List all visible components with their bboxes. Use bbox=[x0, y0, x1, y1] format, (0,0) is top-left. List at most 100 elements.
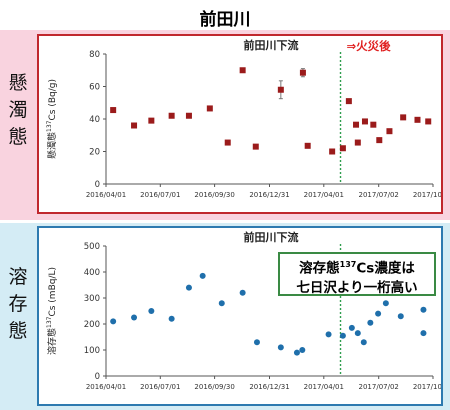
data-point bbox=[131, 122, 138, 129]
data-point bbox=[277, 86, 284, 93]
x-tick-label: 2016/12/31 bbox=[249, 383, 289, 391]
dissolved-chart: 前田川下流 0 100 200 300 400 500 2016/04/01 2016/07/0… bbox=[46, 230, 441, 391]
data-point bbox=[110, 107, 117, 114]
data-point bbox=[353, 121, 360, 128]
data-point bbox=[400, 114, 407, 121]
x-tick-label: 2017/07/02 bbox=[359, 191, 399, 199]
y-axis-label-part: 溶存態 bbox=[46, 328, 58, 355]
data-point bbox=[239, 289, 246, 296]
y-tick-label: 300 bbox=[84, 294, 100, 304]
x-tick-label: 2017/04/01 bbox=[304, 191, 344, 199]
data-point bbox=[354, 330, 361, 337]
data-point bbox=[397, 313, 404, 320]
data-point bbox=[253, 339, 260, 346]
data-point bbox=[425, 118, 432, 125]
data-point bbox=[168, 112, 175, 119]
data-point bbox=[224, 139, 231, 146]
chart-title: 前田川下流 bbox=[244, 230, 299, 244]
side-label-char: 懸 bbox=[8, 72, 28, 94]
data-point bbox=[348, 324, 355, 331]
y-tick-label: 20 bbox=[89, 148, 100, 158]
data-point bbox=[386, 128, 393, 135]
data-point bbox=[239, 67, 246, 74]
data-point bbox=[360, 339, 367, 346]
data-point bbox=[376, 137, 383, 144]
y-axis-label: 懸濁態137Cs (Bq/g) bbox=[46, 79, 58, 159]
y-tick-label: 40 bbox=[89, 115, 100, 125]
side-label-suspended: 懸 濁 態 bbox=[4, 70, 32, 151]
data-point bbox=[354, 139, 361, 146]
y-tick-label: 500 bbox=[84, 242, 100, 252]
x-tick-label: 2017/04/01 bbox=[304, 383, 344, 391]
data-point bbox=[206, 105, 213, 112]
suspended-chart-panel: 前田川下流 0 20 40 60 80 2016/04/01 2016/07/01 2016/0… bbox=[37, 34, 443, 214]
y-axis-label: 溶存態137Cs (mBq/L) bbox=[46, 267, 58, 355]
data-point bbox=[367, 319, 374, 326]
data-point bbox=[131, 314, 138, 321]
data-point bbox=[110, 318, 117, 325]
callout-text: Cs濃度は bbox=[356, 260, 415, 277]
y-axis-label-part: Cs (mBq/L) bbox=[48, 267, 58, 317]
y-tick-label: 60 bbox=[89, 83, 100, 93]
chart-title: 前田川下流 bbox=[244, 38, 299, 52]
y-axis-label-part: Cs (Bq/g) bbox=[48, 79, 58, 121]
x-tick-label: 2016/09/30 bbox=[194, 383, 234, 391]
x-tick-label: 2016/04/01 bbox=[86, 191, 126, 199]
side-label-dissolved: 溶 存 態 bbox=[4, 264, 32, 345]
callout-superscript: 137 bbox=[339, 260, 357, 269]
x-tick-label: 2017/10/01 bbox=[413, 191, 441, 199]
data-point bbox=[148, 117, 155, 124]
y-tick-label: 100 bbox=[84, 346, 100, 356]
y-tick-label: 0 bbox=[95, 180, 100, 190]
callout-box: 溶存態137Cs濃度は 七日沢より一桁高い bbox=[278, 252, 436, 296]
data-point bbox=[361, 118, 368, 125]
data-point bbox=[414, 116, 421, 123]
dissolved-chart-panel: 前田川下流 0 100 200 300 400 500 2016/04/01 2016/07/0… bbox=[37, 226, 443, 406]
x-tick-label: 2017/10/01 bbox=[413, 383, 441, 391]
data-point bbox=[370, 121, 377, 128]
y-axis-label-superscript: 137 bbox=[46, 316, 53, 328]
y-axis-label-part: 懸濁態 bbox=[46, 132, 58, 159]
page-title: 前田川 bbox=[199, 10, 251, 30]
suspended-chart: 前田川下流 0 20 40 60 80 2016/04/01 2016/07/01 2016/0… bbox=[46, 38, 441, 199]
y-tick-label: 0 bbox=[95, 372, 100, 382]
x-tick-label: 2016/04/01 bbox=[86, 383, 126, 391]
data-point bbox=[382, 300, 389, 307]
data-point bbox=[293, 349, 300, 356]
x-tick-label: 2016/07/01 bbox=[140, 383, 180, 391]
data-point bbox=[420, 306, 427, 313]
side-label-char: 態 bbox=[8, 320, 28, 342]
callout-text: 溶存態 bbox=[299, 260, 340, 277]
side-label-char: 濁 bbox=[8, 99, 28, 121]
data-point bbox=[299, 347, 306, 353]
side-label-char: 溶 bbox=[8, 266, 28, 288]
data-point bbox=[339, 145, 346, 152]
data-point bbox=[325, 331, 332, 338]
data-point bbox=[420, 330, 427, 337]
data-point bbox=[185, 284, 192, 291]
data-point bbox=[218, 300, 225, 307]
y-tick-label: 400 bbox=[84, 268, 100, 278]
data-point bbox=[375, 310, 382, 317]
data-point bbox=[252, 143, 259, 150]
x-tick-label: 2016/09/30 bbox=[194, 191, 234, 199]
side-label-char: 態 bbox=[8, 126, 28, 148]
data-point bbox=[199, 272, 206, 279]
y-axis-label-superscript: 137 bbox=[46, 120, 53, 132]
x-tick-label: 2016/07/01 bbox=[140, 191, 180, 199]
data-point bbox=[168, 315, 175, 322]
x-tick-label: 2016/12/31 bbox=[249, 191, 289, 199]
data-point bbox=[148, 308, 155, 314]
data-point bbox=[304, 142, 311, 149]
x-tick-label: 2017/07/02 bbox=[359, 383, 399, 391]
side-label-char: 存 bbox=[8, 293, 28, 315]
callout-line-1: 溶存態137Cs濃度は bbox=[280, 255, 434, 279]
callout-line-2: 七日沢より一桁高い bbox=[296, 279, 418, 296]
data-point bbox=[339, 332, 346, 339]
data-point bbox=[277, 344, 284, 351]
data-point bbox=[329, 148, 336, 155]
data-point bbox=[185, 112, 192, 119]
data-point bbox=[345, 98, 352, 105]
fire-label: ⇒火災後 bbox=[347, 39, 392, 53]
y-tick-label: 200 bbox=[84, 320, 100, 330]
